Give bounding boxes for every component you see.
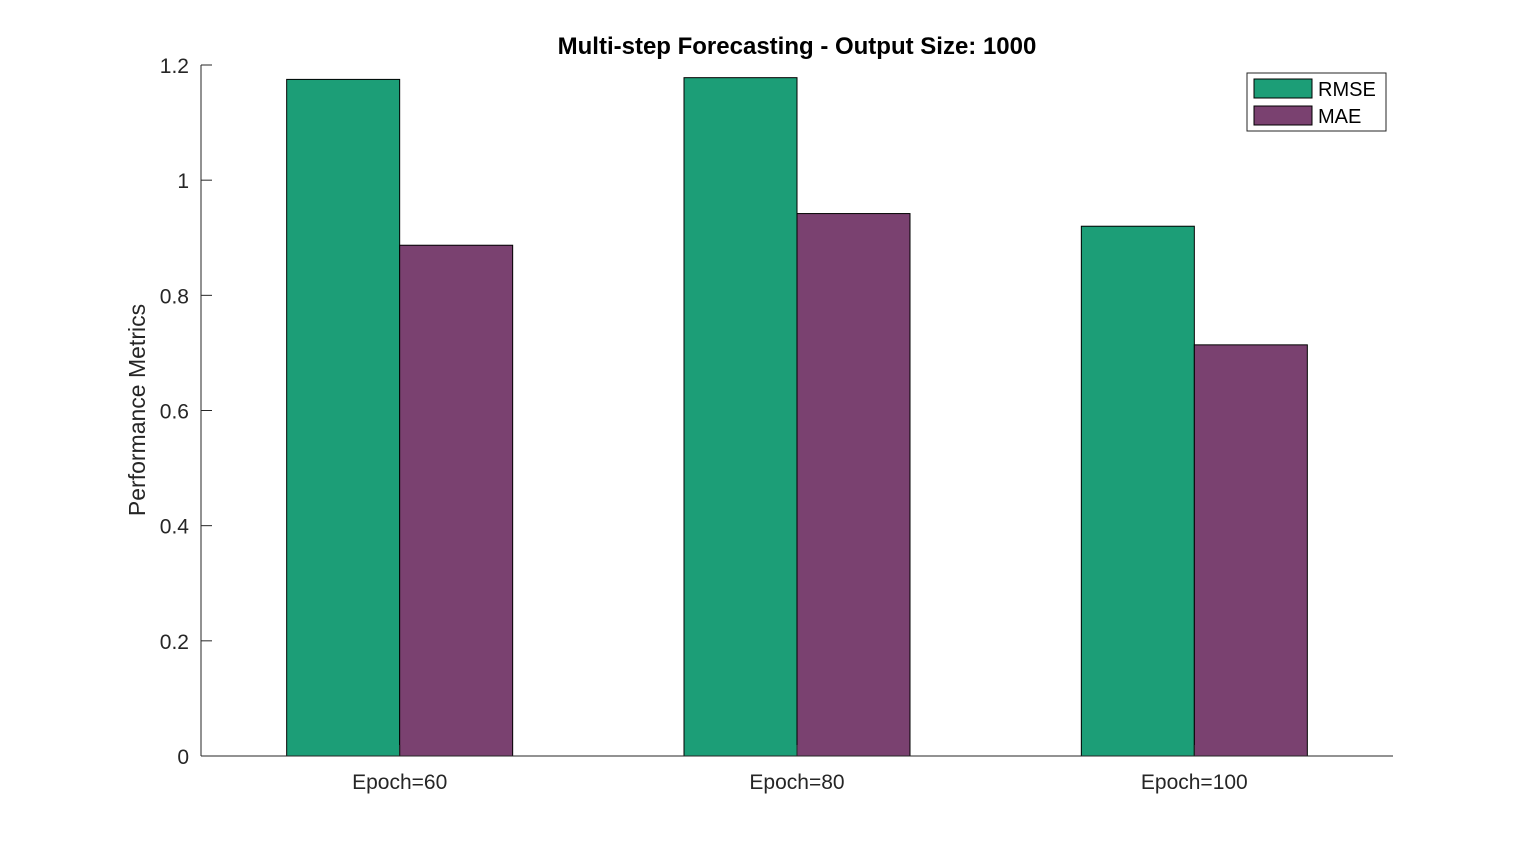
y-tick-label: 0.4 <box>160 516 190 539</box>
y-tick-label: 0.6 <box>160 401 189 424</box>
legend-swatch-rmse <box>1253 78 1313 99</box>
y-tick-label: 0.8 <box>160 285 189 308</box>
x-tick-label: Epoch=100 <box>1141 771 1248 794</box>
bar-rmse-2 <box>683 77 798 757</box>
legend: RMSE MAE <box>1246 72 1387 132</box>
bars-layer <box>286 77 1308 757</box>
legend-swatch-mae <box>1253 105 1313 126</box>
y-tick-label: 0 <box>177 746 189 769</box>
chart-title: Multi-step Forecasting - Output Size: 10… <box>558 33 1037 60</box>
legend-label-mae: MAE <box>1318 106 1361 128</box>
x-tick-label: Epoch=60 <box>352 771 447 794</box>
y-tick-label: 1 <box>177 170 189 193</box>
bar-mae-1 <box>399 244 514 757</box>
x-tick-label: Epoch=80 <box>749 771 844 794</box>
bar-mae-2 <box>796 213 911 757</box>
y-tick-label: 0.2 <box>160 631 189 654</box>
axes-layer: 0 0.2 0.4 0.6 0.8 1 1.2 Epoch=60 Epoch=80 Epoch=1… <box>160 55 1393 794</box>
bar-mae-3 <box>1193 344 1308 757</box>
y-axis-label: Performance Metrics <box>124 304 150 516</box>
y-tick-label: 1.2 <box>160 55 189 78</box>
bar-rmse-3 <box>1080 225 1195 757</box>
bar-rmse-1 <box>286 78 401 757</box>
legend-label-rmse: RMSE <box>1318 79 1376 101</box>
